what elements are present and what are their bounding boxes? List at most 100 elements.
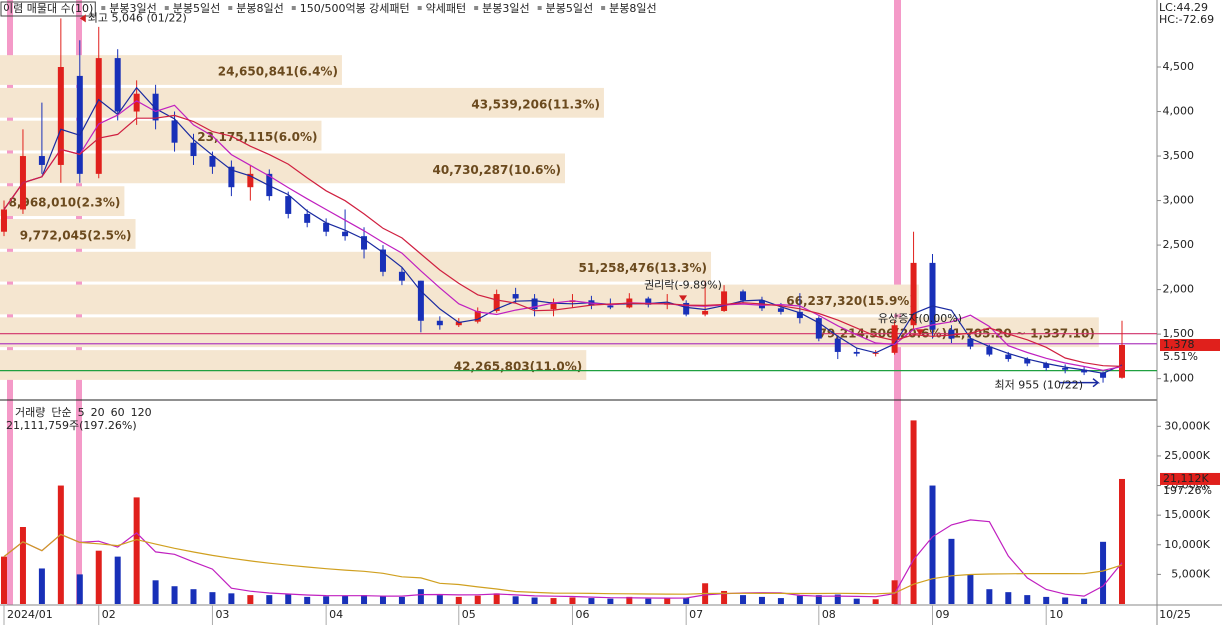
- volume-legend-item: 60: [111, 406, 125, 419]
- y-tick-label: 15,000K: [1164, 508, 1210, 521]
- volume-bar: [417, 589, 424, 604]
- legend-swatch: [537, 6, 542, 10]
- candle-body: [948, 329, 955, 339]
- candle-body: [398, 271, 405, 281]
- y-tick-label: 3,000: [1163, 194, 1195, 207]
- legend-item: 분봉8일선: [236, 1, 283, 15]
- volume-bar: [228, 593, 235, 604]
- candle-body: [228, 166, 235, 188]
- candle-body: [1024, 359, 1031, 364]
- volume-bar: [1024, 595, 1031, 604]
- candle-body: [853, 351, 860, 354]
- indicator-label: LC:44.29: [1159, 1, 1208, 14]
- candle-body: [209, 156, 216, 167]
- candle-body: [721, 291, 728, 311]
- volume-bar: [76, 574, 83, 604]
- x-tick-label: 03: [215, 608, 229, 621]
- candle-body: [133, 93, 140, 112]
- volume-bar: [967, 574, 974, 604]
- volume-ma-line: [3, 533, 1123, 595]
- candle-body: [740, 291, 747, 301]
- candle-body: [777, 308, 784, 312]
- candle-body: [1119, 344, 1125, 378]
- volume-bar: [398, 596, 405, 604]
- candle-body: [266, 173, 273, 197]
- ma-line: [3, 86, 1123, 374]
- volume-bar: [796, 595, 803, 604]
- candle-body: [361, 236, 368, 250]
- volume-bar: [626, 596, 633, 604]
- volume-tag-label: 21,112K: [1163, 472, 1209, 485]
- y-tick-label: 4,000: [1163, 105, 1195, 118]
- candle-body: [550, 302, 557, 310]
- volume-legend-item: 20: [91, 406, 105, 419]
- volume-bar: [19, 527, 26, 604]
- volume-tag: [1160, 472, 1220, 485]
- y-tick-label: 2,500: [1163, 238, 1195, 251]
- candle-body: [1005, 354, 1012, 360]
- legend-swatch: [164, 6, 169, 10]
- legend-item: 분봉8일선: [609, 1, 656, 15]
- candle-body: [929, 262, 936, 330]
- candle-body: [95, 58, 102, 174]
- volume-bar: [493, 593, 500, 604]
- volume-legend-item: 5: [78, 406, 85, 419]
- legend-swatch: [474, 6, 479, 10]
- volume-profile-bar: [0, 55, 342, 85]
- volume-bar: [910, 420, 917, 604]
- candle-body: [190, 142, 197, 157]
- volume-profile-label: 9,772,045(2.5%): [20, 228, 132, 242]
- volume-profile-bar: [0, 120, 322, 151]
- x-tick-label: 2024/01: [7, 608, 53, 621]
- legend-item: 분봉3일선: [109, 1, 156, 15]
- legend-item: 분봉5일선: [173, 1, 220, 15]
- volume-bar: [455, 596, 462, 604]
- volume-bar: [929, 485, 936, 604]
- volume-profile-label: 51,258,476(13.3%): [579, 261, 708, 275]
- volume-profile-bar: [0, 284, 919, 315]
- candle-body: [512, 294, 519, 299]
- candle-body: [986, 346, 993, 355]
- x-tick-label: 09: [936, 608, 950, 621]
- candle-body: [323, 222, 330, 232]
- y-tick-label: 4,500: [1163, 60, 1195, 73]
- volume-bar: [304, 596, 311, 604]
- volume-header: 21,111,759주(197.26%): [6, 419, 137, 432]
- volume-bar: [436, 595, 443, 604]
- legend-item: 이렴 매물대 수(10): [3, 2, 93, 15]
- candle-body: [474, 310, 481, 322]
- volume-bar: [361, 595, 368, 604]
- annotation-arrow: [79, 14, 86, 23]
- legend-swatch: [601, 6, 606, 10]
- annotation-label: 최고 5,046 (01/22): [88, 11, 187, 24]
- volume-bar: [815, 595, 822, 604]
- price-tag-label: 1,378: [1163, 338, 1195, 351]
- indicator-label: HC:-72.69: [1159, 13, 1214, 26]
- candle-body: [531, 298, 538, 310]
- volume-bar: [209, 592, 216, 604]
- volume-bar: [569, 597, 576, 604]
- volume-bar: [1100, 541, 1107, 604]
- volume-bar: [247, 595, 254, 604]
- volume-profile-label: 42,265,803(11.0%): [454, 360, 583, 374]
- legend-swatch: [417, 6, 422, 10]
- volume-bar: [1, 556, 7, 604]
- x-tick-label: 02: [102, 608, 116, 621]
- ma-line: [3, 100, 1123, 371]
- candle-body: [114, 58, 121, 112]
- candle-body: [796, 311, 803, 319]
- candle-body: [493, 294, 500, 311]
- annotation-label: 권리락(-9.89%): [644, 278, 722, 291]
- candle-body: [815, 318, 822, 339]
- volume-bar: [95, 550, 102, 604]
- legend-swatch: [101, 6, 106, 10]
- volume-bar: [607, 598, 614, 604]
- candle-body: [1, 209, 7, 232]
- candle-body: [910, 262, 917, 326]
- candle-body: [1062, 367, 1069, 370]
- volume-bar: [588, 598, 595, 604]
- volume-bar: [550, 598, 557, 604]
- legend-swatch: [228, 6, 233, 10]
- volume-bar: [531, 597, 538, 604]
